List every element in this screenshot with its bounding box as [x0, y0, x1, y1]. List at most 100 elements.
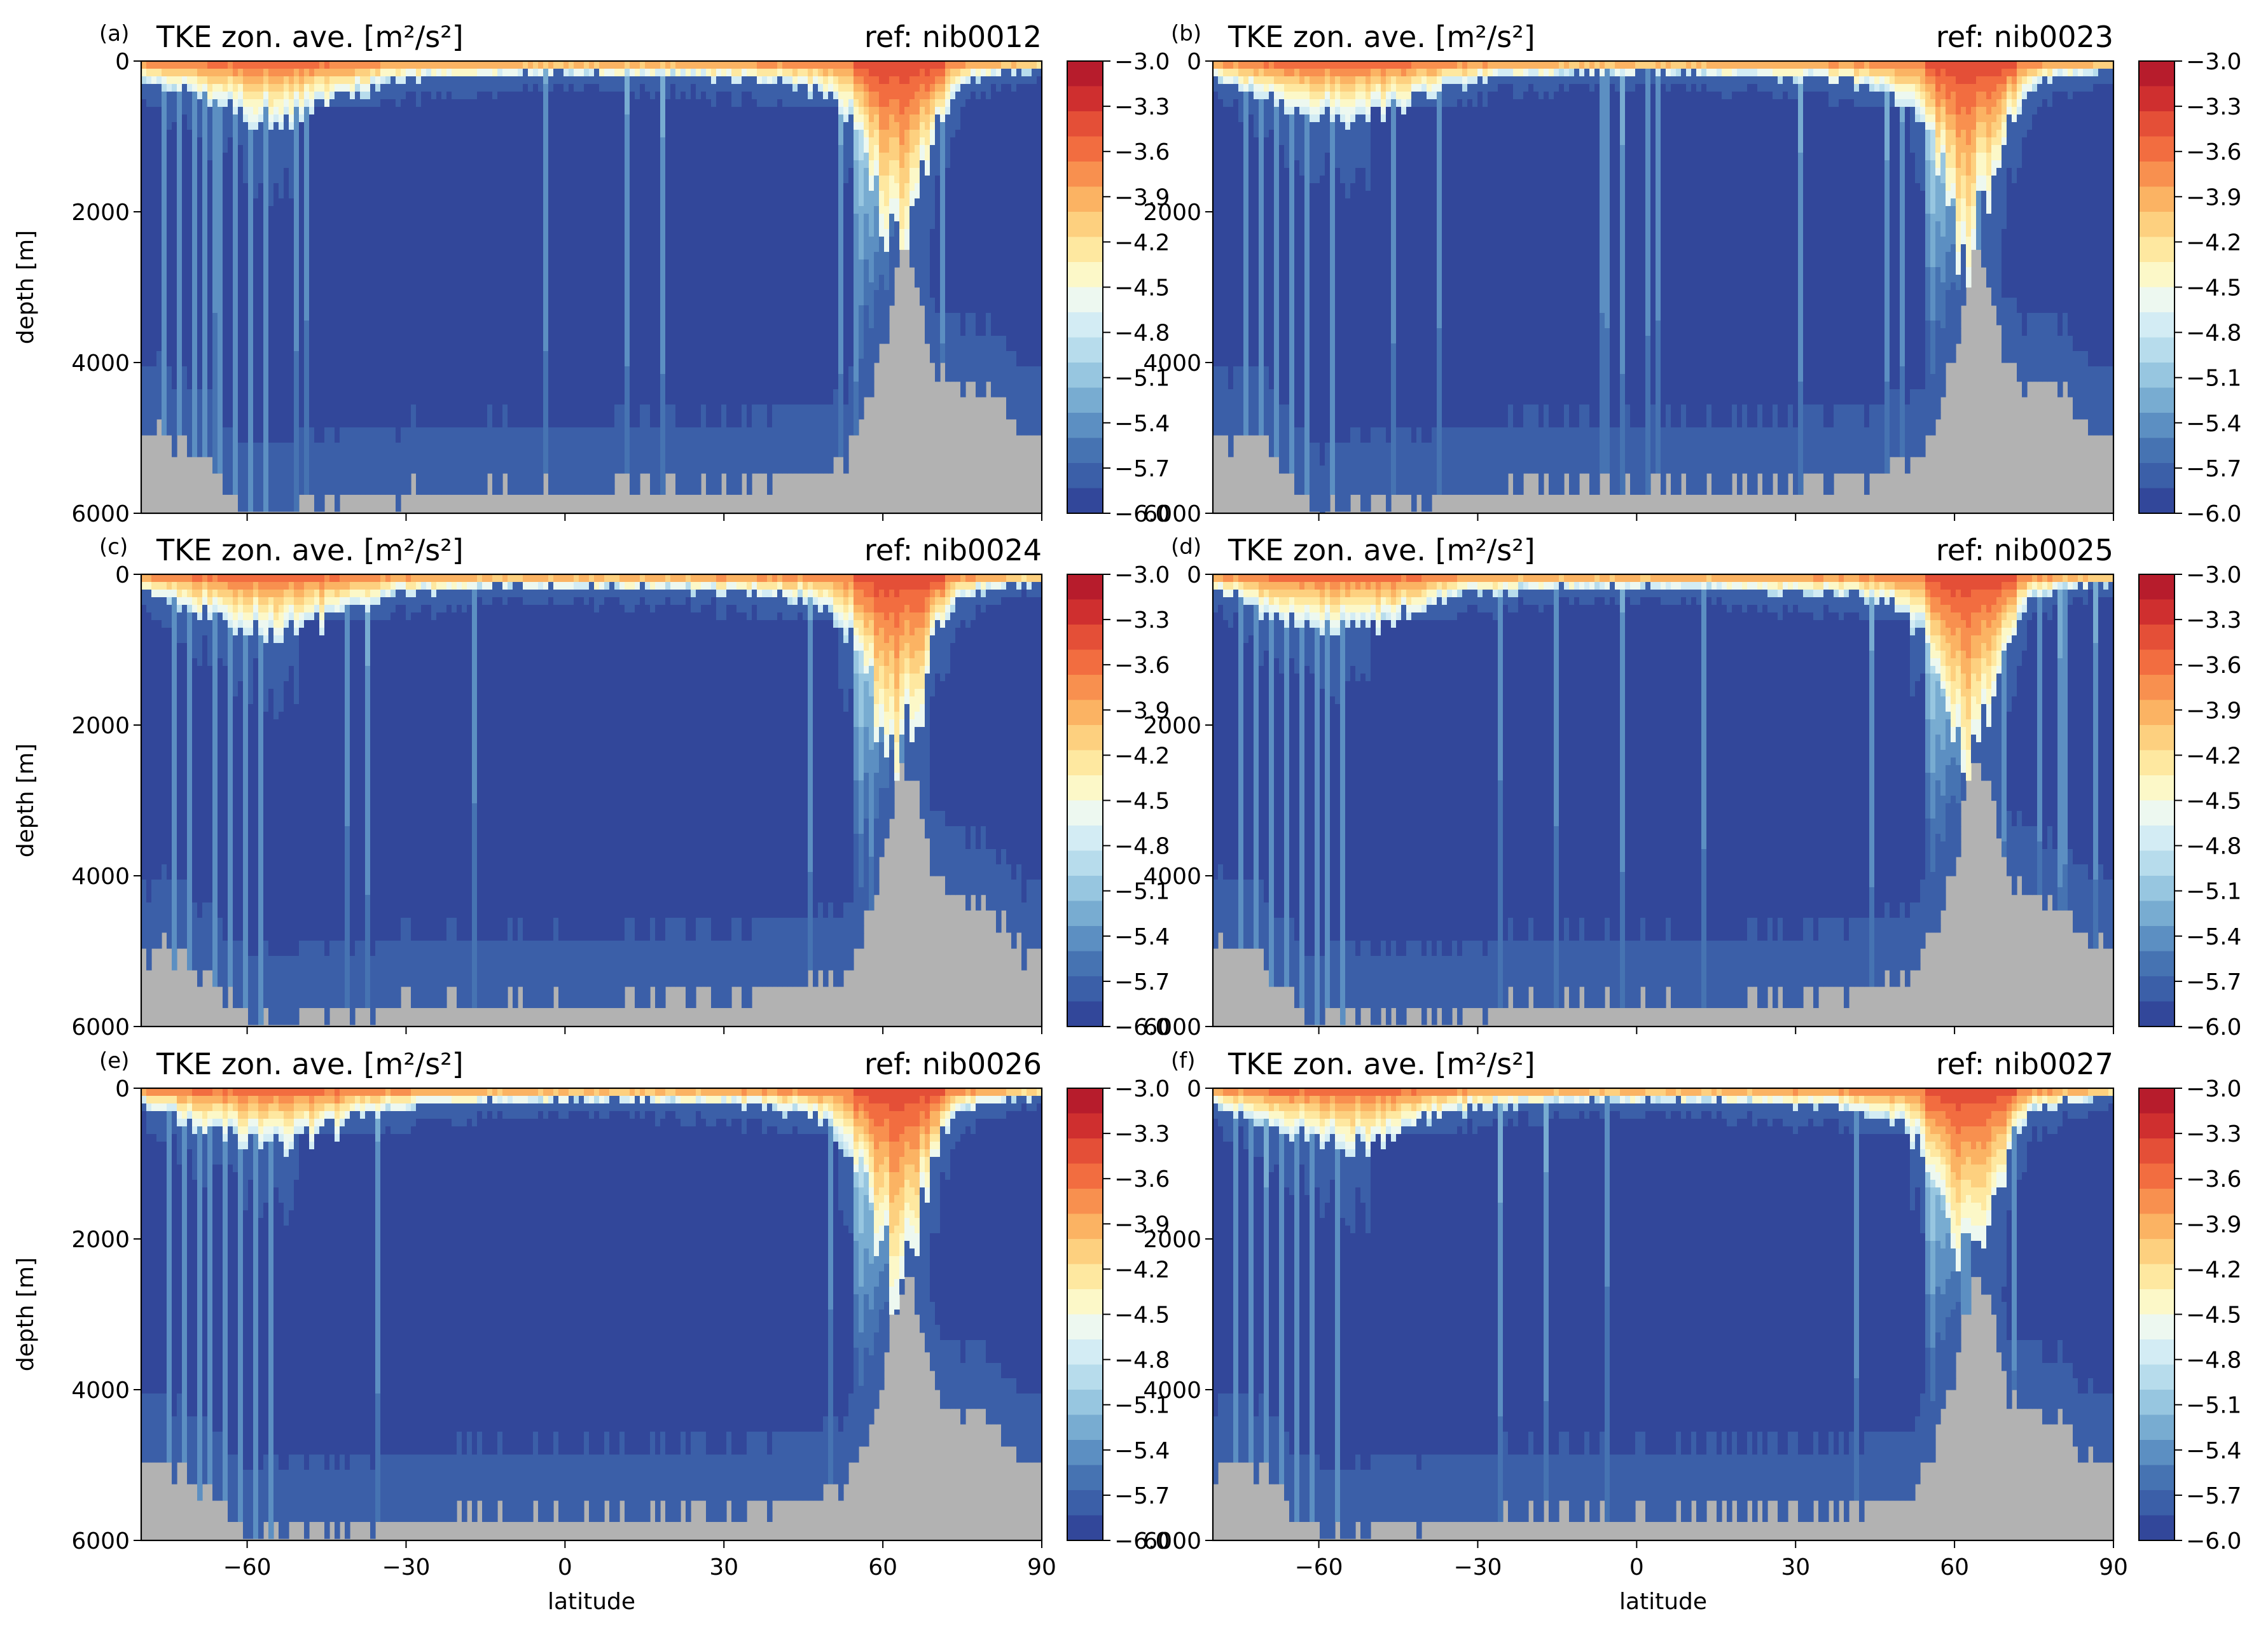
- colorbar-segment: [2139, 438, 2175, 464]
- colorbar-tick-label: −3.0: [2186, 1076, 2241, 1102]
- colorbar-segment: [1067, 1440, 1103, 1465]
- colorbar: −3.0−3.3−3.6−3.9−4.2−4.5−4.8−5.1−5.4−5.7…: [1067, 562, 1170, 1041]
- colorbar-tick-label: −5.7: [1114, 456, 1170, 482]
- colorbar-tick-label: −3.0: [1114, 562, 1170, 588]
- x-tick-label: −30: [382, 1554, 430, 1580]
- colorbar-segment: [2139, 1114, 2175, 1139]
- y-tick-label: 0: [1187, 49, 1201, 75]
- colorbar-segment: [2139, 1002, 2175, 1027]
- colorbar-segment: [1067, 463, 1103, 488]
- colorbar-segment: [2139, 262, 2175, 287]
- colorbar-segment: [1067, 1490, 1103, 1516]
- colorbar-segment: [2139, 1365, 2175, 1390]
- colorbar-segment: [1067, 1415, 1103, 1441]
- colorbar-segment: [1067, 1138, 1103, 1164]
- colorbar-segment: [1067, 750, 1103, 776]
- x-axis-label: latitude: [548, 1589, 635, 1615]
- y-tick-label: 4000: [1143, 1378, 1201, 1404]
- colorbar-tick-label: −4.5: [1114, 789, 1170, 815]
- colorbar-segment: [2139, 137, 2175, 162]
- y-tick-label: 6000: [1143, 1528, 1201, 1554]
- colorbar-segment: [2139, 1415, 2175, 1441]
- colorbar-segment: [1067, 775, 1103, 801]
- colorbar-segment: [1067, 600, 1103, 625]
- colorbar-tick-label: −4.2: [2186, 230, 2241, 256]
- colorbar-tick-label: −4.5: [2186, 1303, 2241, 1329]
- y-tick-label: 4000: [71, 350, 130, 377]
- colorbar-segment: [1067, 111, 1103, 137]
- x-tick-label: −60: [1295, 1554, 1343, 1580]
- colorbar-segment: [2139, 876, 2175, 901]
- panel-ref: ref: nib0024: [864, 533, 1042, 567]
- colorbar-tick-label: −3.0: [1114, 1076, 1170, 1102]
- y-tick-label: 4000: [71, 864, 130, 890]
- colorbar-segment: [2139, 1440, 2175, 1465]
- colorbar-tick-label: −3.3: [1114, 94, 1170, 120]
- panel-ref: ref: nib0026: [864, 1047, 1042, 1081]
- y-tick-label: 4000: [1143, 864, 1201, 890]
- colorbar-segment: [1067, 1365, 1103, 1390]
- colorbar-tick-label: −5.7: [2186, 1483, 2241, 1509]
- y-tick-label: 6000: [1143, 1014, 1201, 1041]
- panel-letter: (b): [1171, 21, 1201, 46]
- heatmap-cells: [141, 1088, 1042, 1540]
- y-tick-label: 0: [115, 49, 130, 75]
- colorbar-segment: [1067, 137, 1103, 162]
- panel-ref: ref: nib0027: [1936, 1047, 2113, 1081]
- heatmap-cells: [141, 61, 1042, 513]
- colorbar-segment: [2139, 1289, 2175, 1315]
- colorbar-segment: [2139, 926, 2175, 951]
- colorbar-tick-label: −5.4: [1114, 924, 1170, 950]
- colorbar-tick-label: −3.3: [2186, 607, 2241, 633]
- colorbar-segment: [1067, 1390, 1103, 1415]
- colorbar-tick-label: −4.2: [2186, 743, 2241, 769]
- colorbar-segment: [1067, 61, 1103, 86]
- y-tick-label: 0: [1187, 562, 1201, 588]
- colorbar-segment: [1067, 1189, 1103, 1214]
- colorbar-segment: [1067, 1264, 1103, 1290]
- colorbar-segment: [1067, 976, 1103, 1002]
- colorbar-segment: [2139, 287, 2175, 313]
- colorbar-segment: [1067, 574, 1103, 600]
- colorbar-segment: [2139, 801, 2175, 826]
- colorbar-tick-label: −3.6: [1114, 653, 1170, 679]
- y-tick-label: 2000: [1143, 200, 1201, 226]
- colorbar: −3.0−3.3−3.6−3.9−4.2−4.5−4.8−5.1−5.4−5.7…: [2139, 1076, 2241, 1554]
- colorbar-segment: [1067, 262, 1103, 287]
- heatmap-cells: [1213, 61, 2114, 520]
- colorbar-segment: [1067, 338, 1103, 363]
- x-tick-label: 30: [1781, 1554, 1810, 1580]
- heatmap-cells: [141, 574, 1042, 1027]
- y-axis-label: depth [m]: [13, 1257, 39, 1371]
- colorbar-segment: [1067, 851, 1103, 876]
- colorbar-tick-label: −4.2: [2186, 1257, 2241, 1283]
- colorbar-segment: [1067, 876, 1103, 901]
- colorbar-segment: [1067, 363, 1103, 388]
- colorbar-tick-label: −3.0: [2186, 49, 2241, 75]
- colorbar-segment: [2139, 574, 2175, 600]
- colorbar-segment: [2139, 111, 2175, 137]
- colorbar-segment: [1067, 700, 1103, 726]
- y-tick-label: 6000: [71, 1014, 130, 1041]
- colorbar-segment: [1067, 951, 1103, 977]
- colorbar-segment: [1067, 1465, 1103, 1491]
- x-tick-label: 60: [1940, 1554, 1969, 1580]
- colorbar-tick-label: −4.5: [1114, 1303, 1170, 1329]
- colorbar-tick-label: −4.5: [1114, 275, 1170, 301]
- y-tick-label: 6000: [1143, 501, 1201, 527]
- y-tick-label: 2000: [71, 713, 130, 739]
- y-axis-label: depth [m]: [13, 743, 39, 857]
- colorbar-tick-label: −5.4: [2186, 924, 2241, 950]
- x-tick-label: 90: [1027, 1554, 1056, 1580]
- colorbar-segment: [2139, 1164, 2175, 1189]
- colorbar-segment: [1067, 1002, 1103, 1027]
- x-tick-label: −30: [1453, 1554, 1502, 1580]
- colorbar-segment: [2139, 600, 2175, 625]
- colorbar-tick-label: −3.6: [2186, 1166, 2241, 1193]
- x-tick-label: 0: [1629, 1554, 1644, 1580]
